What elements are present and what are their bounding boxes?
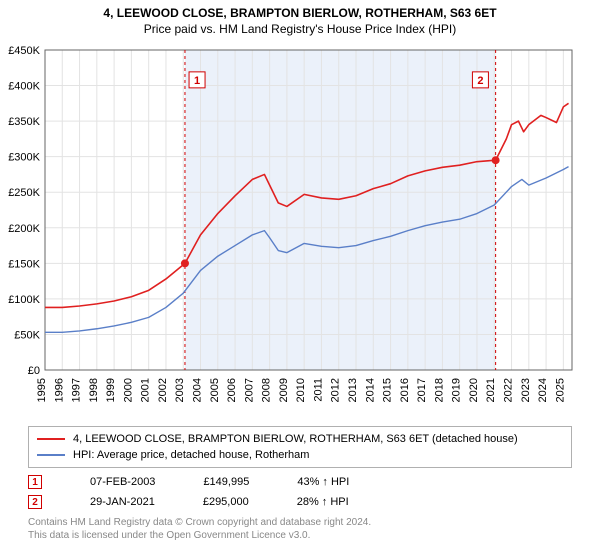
- marker-table: 1 07-FEB-2003 £149,995 43% ↑ HPI 2 29-JAN-202…: [28, 472, 572, 512]
- chart-container: 4, LEEWOOD CLOSE, BRAMPTON BIERLOW, ROTH…: [0, 0, 600, 560]
- svg-text:£0: £0: [28, 365, 40, 377]
- chart-title: 4, LEEWOOD CLOSE, BRAMPTON BIERLOW, ROTH…: [0, 0, 600, 20]
- svg-text:2018: 2018: [433, 378, 445, 402]
- svg-text:2002: 2002: [157, 378, 169, 402]
- marker-row: 1 07-FEB-2003 £149,995 43% ↑ HPI: [28, 472, 572, 492]
- svg-text:2020: 2020: [468, 378, 480, 402]
- marker-row: 2 29-JAN-2021 £295,000 28% ↑ HPI: [28, 492, 572, 512]
- svg-text:2019: 2019: [451, 378, 463, 402]
- svg-text:2008: 2008: [261, 378, 273, 402]
- svg-text:£350K: £350K: [8, 116, 40, 128]
- svg-text:2009: 2009: [278, 378, 290, 402]
- svg-text:2023: 2023: [520, 378, 532, 402]
- svg-text:2016: 2016: [399, 378, 411, 402]
- svg-text:1999: 1999: [105, 378, 117, 402]
- legend-swatch: [37, 454, 65, 456]
- svg-text:2013: 2013: [347, 378, 359, 402]
- svg-text:£300K: £300K: [8, 152, 40, 164]
- svg-text:2015: 2015: [382, 378, 394, 402]
- marker-price: £149,995: [203, 472, 249, 492]
- legend-box: 4, LEEWOOD CLOSE, BRAMPTON BIERLOW, ROTH…: [28, 426, 572, 468]
- svg-text:2000: 2000: [122, 378, 134, 402]
- svg-text:£50K: £50K: [14, 329, 40, 341]
- svg-text:2004: 2004: [192, 378, 204, 402]
- svg-text:£200K: £200K: [8, 223, 40, 235]
- footer-attribution: Contains HM Land Registry data © Crown c…: [28, 516, 572, 542]
- svg-text:£250K: £250K: [8, 187, 40, 199]
- marker-date: 29-JAN-2021: [90, 492, 155, 512]
- footer-line-1: Contains HM Land Registry data © Crown c…: [28, 516, 572, 529]
- svg-text:2010: 2010: [295, 378, 307, 402]
- svg-text:2001: 2001: [140, 378, 152, 402]
- marker-price: £295,000: [203, 492, 249, 512]
- svg-text:1995: 1995: [36, 378, 48, 402]
- svg-text:£400K: £400K: [8, 81, 40, 93]
- marker-delta: 28% ↑ HPI: [297, 492, 349, 512]
- marker-date: 07-FEB-2003: [90, 472, 155, 492]
- legend-label: HPI: Average price, detached house, Roth…: [73, 447, 309, 463]
- svg-text:1998: 1998: [88, 378, 100, 402]
- svg-text:£150K: £150K: [8, 258, 40, 270]
- svg-text:2012: 2012: [330, 378, 342, 402]
- svg-text:2024: 2024: [537, 378, 549, 402]
- svg-text:£100K: £100K: [8, 294, 40, 306]
- svg-text:2006: 2006: [226, 378, 238, 402]
- legend-label: 4, LEEWOOD CLOSE, BRAMPTON BIERLOW, ROTH…: [73, 431, 518, 447]
- svg-text:2011: 2011: [312, 378, 324, 402]
- chart-svg: £0 £50K £100K £150K £200K £250K £300K £350K £400…: [0, 40, 600, 420]
- svg-text:1996: 1996: [53, 378, 65, 402]
- chart-plot-area: £0 £50K £100K £150K £200K £250K £300K £350K £400…: [0, 40, 600, 420]
- svg-text:1: 1: [194, 75, 200, 87]
- legend-row: 4, LEEWOOD CLOSE, BRAMPTON BIERLOW, ROTH…: [37, 431, 563, 447]
- footer-line-2: This data is licensed under the Open Gov…: [28, 529, 572, 542]
- svg-text:2007: 2007: [243, 378, 255, 402]
- legend-swatch: [37, 438, 65, 440]
- svg-text:2014: 2014: [364, 378, 376, 402]
- svg-text:2005: 2005: [209, 378, 221, 402]
- chart-subtitle: Price paid vs. HM Land Registry's House …: [0, 20, 600, 40]
- svg-text:2021: 2021: [485, 378, 497, 402]
- svg-text:1997: 1997: [71, 378, 83, 402]
- svg-text:2003: 2003: [174, 378, 186, 402]
- legend-row: HPI: Average price, detached house, Roth…: [37, 447, 563, 463]
- svg-text:£450K: £450K: [8, 45, 40, 57]
- svg-text:2: 2: [477, 75, 483, 87]
- svg-text:2025: 2025: [554, 378, 566, 402]
- svg-text:2017: 2017: [416, 378, 428, 402]
- svg-text:2022: 2022: [503, 378, 515, 402]
- marker-id-box: 1: [28, 475, 42, 489]
- marker-delta: 43% ↑ HPI: [297, 472, 349, 492]
- marker-id-box: 2: [28, 495, 42, 509]
